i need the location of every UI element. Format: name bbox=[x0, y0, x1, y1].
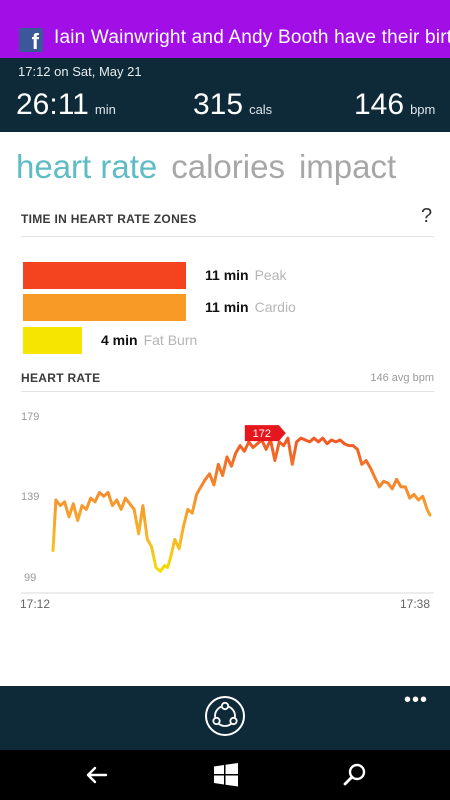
facebook-icon: f bbox=[19, 28, 43, 52]
search-icon[interactable] bbox=[340, 760, 370, 790]
zone-label-peak: 11 min Peak bbox=[205, 267, 287, 283]
zones-divider bbox=[21, 236, 434, 237]
system-nav-bar bbox=[0, 750, 450, 800]
calories-value: 315 bbox=[193, 88, 244, 121]
more-options-button[interactable]: ••• bbox=[404, 689, 429, 711]
pivot-tabs: heart rate calories impact bbox=[16, 148, 410, 186]
help-button[interactable]: ? bbox=[421, 205, 433, 227]
zone-name-fat-burn: Fat Burn bbox=[143, 332, 198, 348]
zone-name-cardio: Cardio bbox=[254, 299, 296, 315]
zone-bar-cardio bbox=[23, 294, 186, 321]
heart-rate-series-line bbox=[51, 436, 432, 573]
heart-rate-section-title: HEART RATE bbox=[21, 371, 101, 385]
heart-rate-value: 146 bbox=[354, 88, 405, 121]
x-tick-label-end: 17:38 bbox=[400, 597, 430, 611]
tab-impact[interactable]: impact bbox=[298, 148, 397, 185]
heart-rate-chart[interactable]: 179 139 99 17:12 17:38 172 bbox=[0, 395, 450, 625]
heart-rate-unit: bpm bbox=[410, 102, 436, 117]
zone-label-fat-burn: 4 min Fat Burn bbox=[101, 332, 197, 348]
average-bpm-label: 146 avg bpm bbox=[370, 372, 434, 384]
back-arrow-icon[interactable] bbox=[82, 760, 112, 790]
zone-minutes-peak: 11 min bbox=[205, 267, 249, 283]
x-tick-label-start: 17:12 bbox=[20, 597, 50, 611]
notification-banner[interactable]: f Iain Wainwright and Andy Booth have th… bbox=[0, 0, 450, 58]
zone-name-peak: Peak bbox=[254, 267, 287, 283]
y-tick-label: 179 bbox=[21, 411, 39, 423]
y-tick-label: 139 bbox=[21, 491, 39, 503]
share-button[interactable] bbox=[205, 696, 245, 736]
tab-calories[interactable]: calories bbox=[171, 148, 285, 185]
zones-section-title: TIME IN HEART RATE ZONES bbox=[21, 212, 197, 226]
calories-stat: 315 cals bbox=[193, 88, 272, 122]
duration-stat: 26:11 min bbox=[16, 88, 116, 122]
heart-rate-divider bbox=[21, 391, 434, 392]
calories-unit: cals bbox=[249, 102, 273, 117]
windows-logo-icon[interactable] bbox=[211, 760, 241, 790]
zone-minutes-cardio: 11 min bbox=[205, 299, 249, 315]
duration-unit: min bbox=[94, 102, 116, 117]
exercise-summary: 17:12 on Sat, May 21 26:11 min 315 cals 14… bbox=[0, 58, 450, 132]
duration-value: 26:11 bbox=[16, 88, 89, 121]
peak-marker: 172 bbox=[244, 425, 286, 442]
zone-minutes-fat-burn: 4 min bbox=[101, 332, 138, 348]
zone-bar-fat-burn bbox=[23, 327, 82, 354]
zone-label-cardio: 11 min Cardio bbox=[205, 299, 296, 315]
notification-text: Iain Wainwright and Andy Booth have thei… bbox=[54, 27, 450, 48]
heart-rate-stat: 146 bpm bbox=[354, 88, 435, 122]
y-tick-label: 99 bbox=[24, 572, 36, 584]
exercise-datetime: 17:12 on Sat, May 21 bbox=[18, 64, 142, 79]
peak-marker-label: 172 bbox=[253, 428, 271, 440]
zone-bar-peak bbox=[23, 262, 186, 289]
tab-heart-rate[interactable]: heart rate bbox=[16, 148, 158, 185]
app-bar: ••• bbox=[0, 686, 450, 750]
share-icon bbox=[212, 701, 238, 727]
peak-marker-flag bbox=[244, 425, 286, 442]
